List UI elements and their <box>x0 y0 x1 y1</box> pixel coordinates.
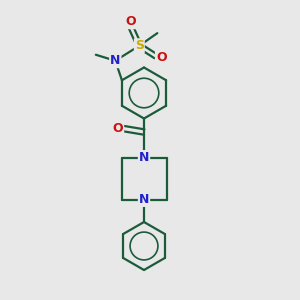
Text: S: S <box>135 39 144 52</box>
Text: O: O <box>156 51 166 64</box>
Text: N: N <box>139 151 149 164</box>
Text: O: O <box>112 122 123 135</box>
Text: O: O <box>125 15 136 28</box>
Text: N: N <box>139 193 149 206</box>
Text: N: N <box>110 54 121 67</box>
